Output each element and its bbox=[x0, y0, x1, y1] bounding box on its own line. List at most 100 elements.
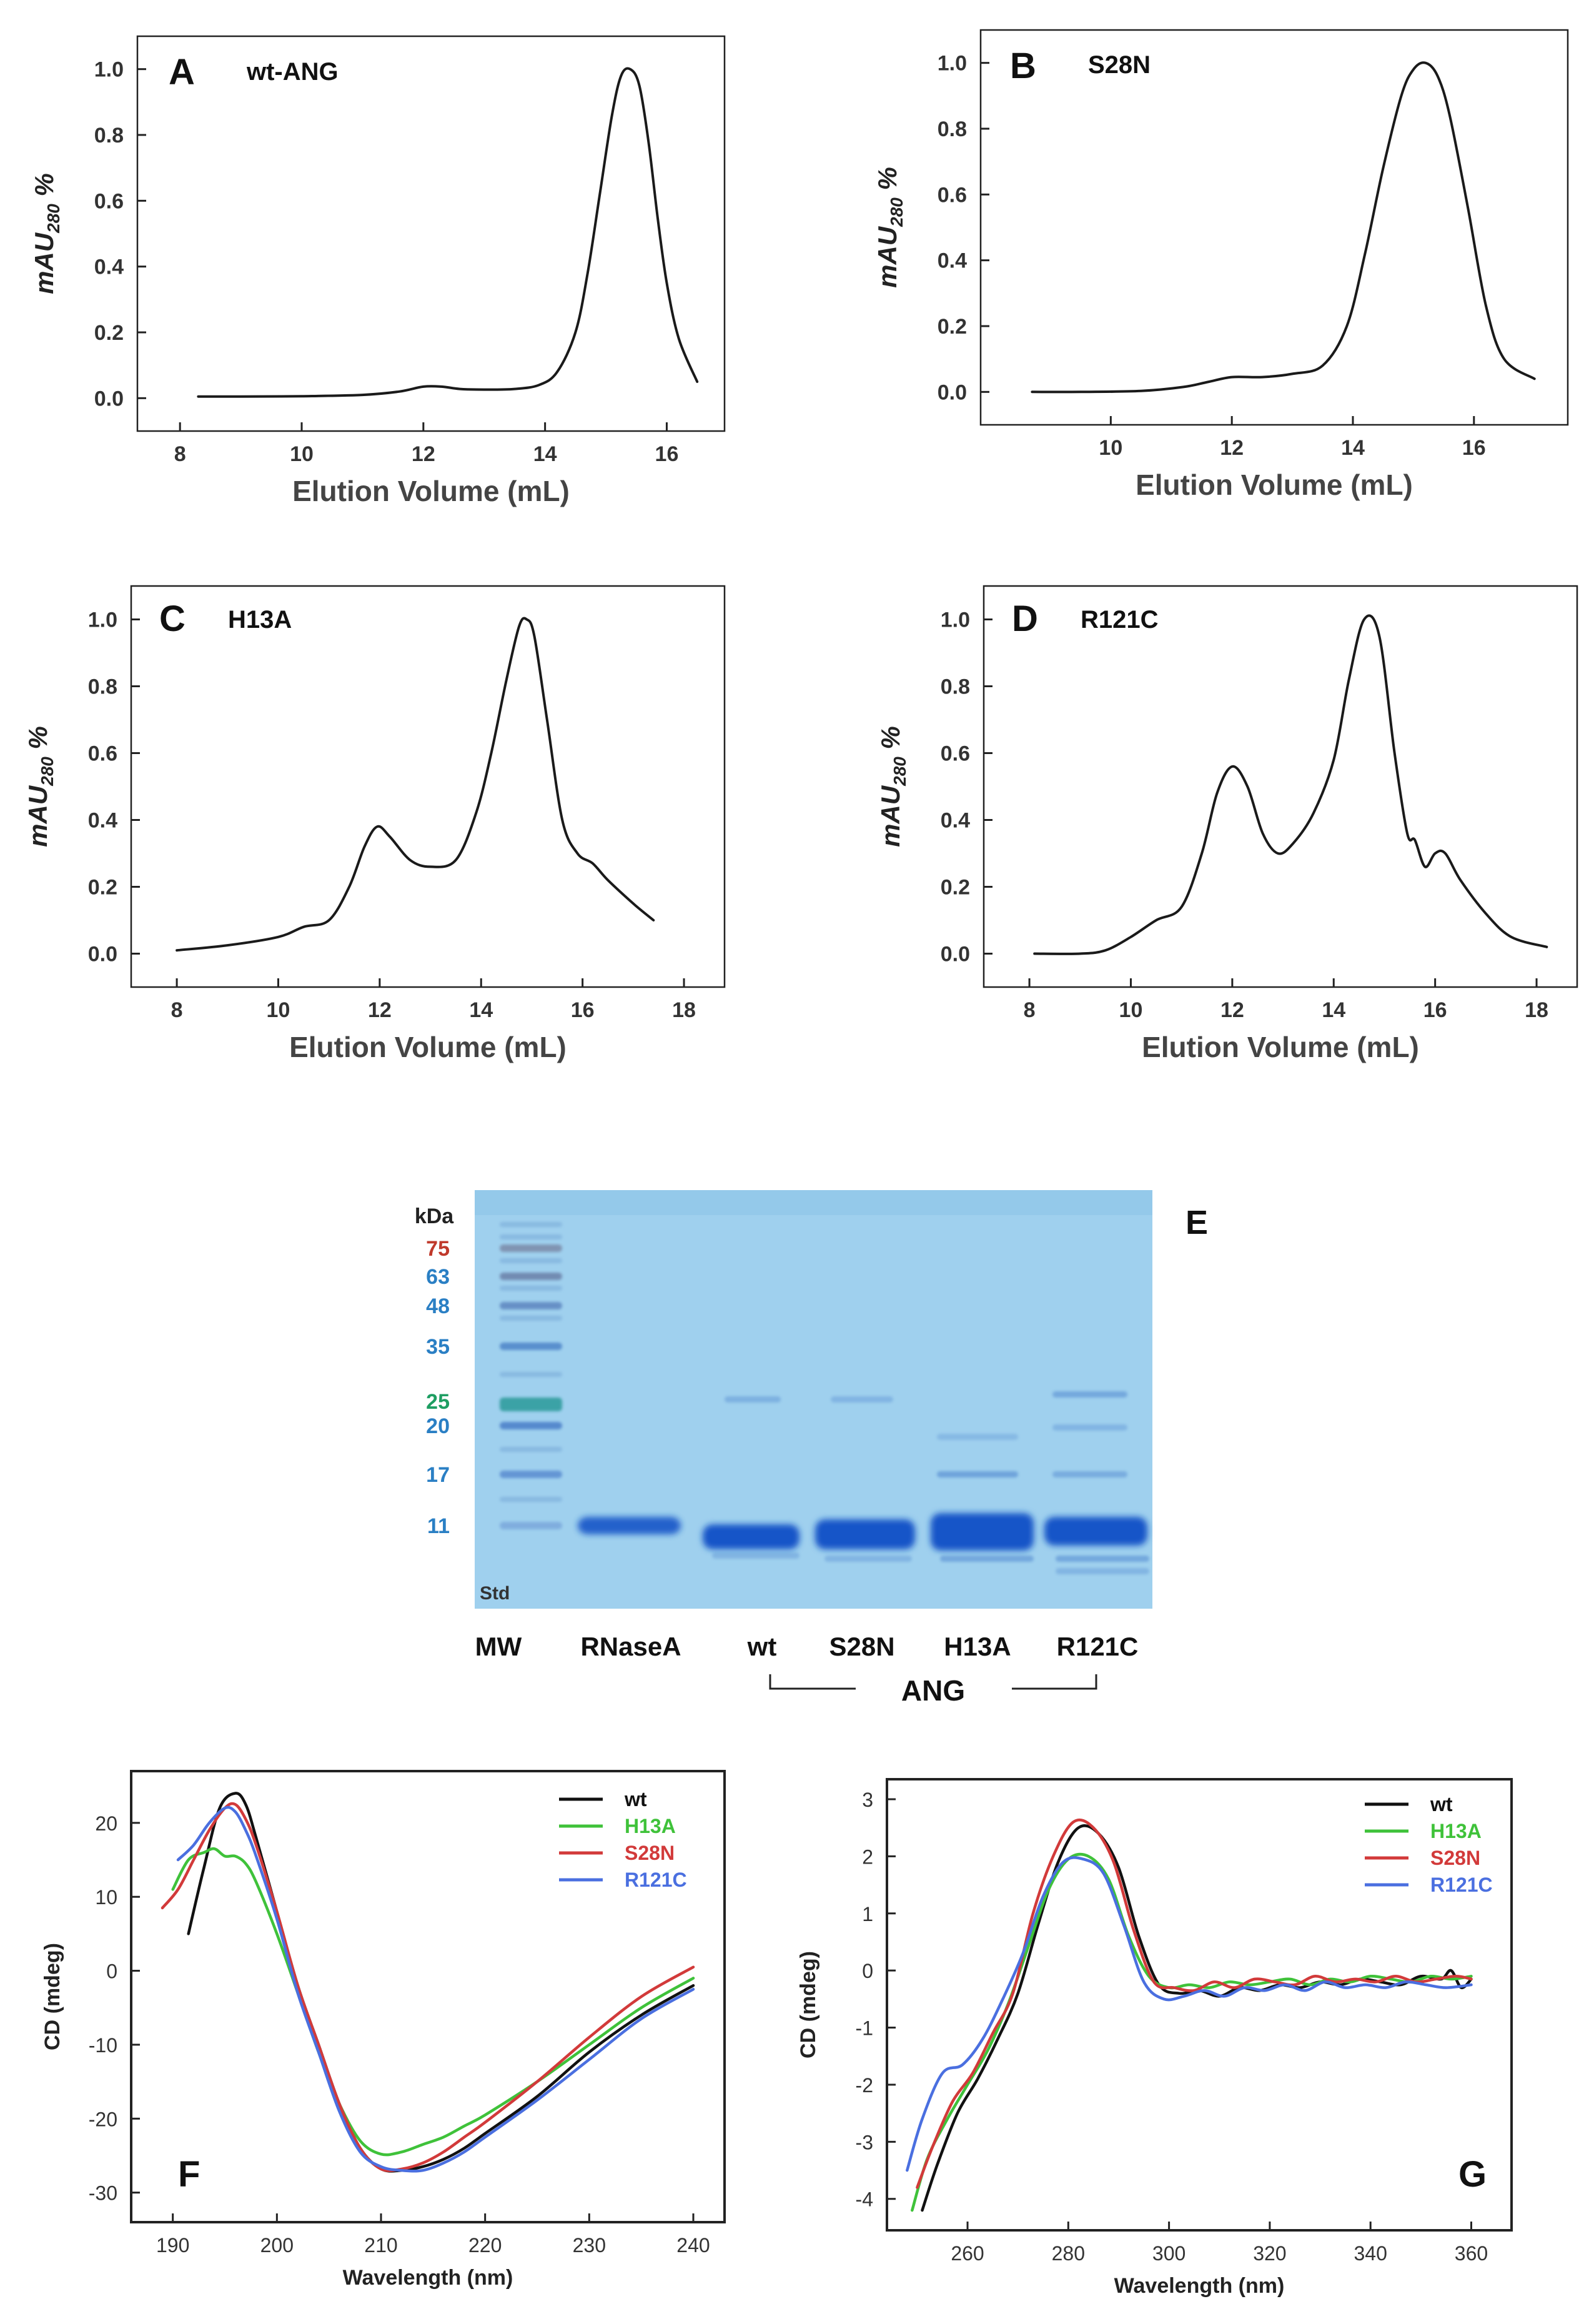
series-line-r121c bbox=[906, 1856, 1473, 2172]
gel-marker-label-11: 11 bbox=[427, 1514, 450, 1538]
x-axis-label: Wavelength (nm) bbox=[1114, 2274, 1285, 2298]
y-tick-label: 0.0 bbox=[938, 380, 967, 404]
legend-label-r121c: R121C bbox=[625, 1869, 687, 1891]
x-tick-label: 18 bbox=[672, 998, 696, 1022]
x-tick-label: 10 bbox=[1119, 998, 1143, 1022]
x-tick-label: 12 bbox=[412, 442, 435, 466]
y-tick-label: -2 bbox=[856, 2074, 873, 2097]
y-tick-label: 0.4 bbox=[938, 249, 967, 273]
y-axis-label-suffix: % bbox=[876, 726, 905, 757]
legend-label-wt: wt bbox=[1430, 1793, 1453, 1815]
lane-label-mw: MW bbox=[475, 1632, 522, 1661]
x-tick-label: 14 bbox=[533, 442, 557, 466]
faint-band bbox=[1056, 1556, 1149, 1562]
y-tick-label: 3 bbox=[862, 1789, 873, 1811]
legend-label-s28n: S28N bbox=[625, 1842, 675, 1864]
x-axis-label: Elution Volume (mL) bbox=[289, 1031, 567, 1063]
y-tick-label: -10 bbox=[89, 2034, 117, 2057]
legend-label-wt: wt bbox=[624, 1788, 647, 1810]
series-line-h13a bbox=[171, 1847, 695, 2157]
y-tick-label: 0.6 bbox=[941, 742, 970, 766]
legend-label-r121c: R121C bbox=[1430, 1874, 1493, 1896]
ladder-band-48 bbox=[500, 1302, 562, 1309]
y-tick-label: -1 bbox=[856, 2017, 873, 2040]
panel-label-c: C bbox=[159, 598, 186, 639]
gel-group-label: ANG bbox=[901, 1674, 965, 1707]
series-line-h13a bbox=[911, 1852, 1473, 2212]
y-axis-label-sub: 280 bbox=[890, 757, 909, 787]
lane-label-s28n: S28N bbox=[829, 1632, 894, 1661]
rnasea-band bbox=[578, 1517, 681, 1534]
x-tick-label: 16 bbox=[1462, 436, 1486, 460]
faint-band bbox=[940, 1556, 1034, 1562]
ladder-faint-band bbox=[500, 1234, 562, 1239]
gel-marker-label-35: 35 bbox=[426, 1335, 450, 1359]
x-tick-label: 230 bbox=[573, 2234, 606, 2257]
plot-frame bbox=[130, 585, 726, 988]
x-tick-label: 340 bbox=[1354, 2242, 1387, 2265]
y-tick-label: 2 bbox=[862, 1845, 873, 1868]
y-axis-label: mAU280 % bbox=[876, 726, 909, 847]
x-tick-label: 280 bbox=[1052, 2242, 1085, 2265]
panel-label-a: A bbox=[169, 52, 195, 92]
y-tick-label: 0.4 bbox=[941, 809, 970, 833]
ladder-faint-band bbox=[500, 1316, 562, 1321]
wt-main-band bbox=[703, 1524, 799, 1549]
ladder-band-25 bbox=[500, 1398, 562, 1411]
y-axis-label-sub: 280 bbox=[37, 757, 57, 787]
s28n-main-band bbox=[815, 1519, 915, 1549]
ladder-faint-band bbox=[500, 1447, 562, 1452]
y-tick-label: 0.8 bbox=[941, 675, 970, 699]
x-tick-label: 12 bbox=[1220, 998, 1244, 1022]
ladder-faint-band bbox=[500, 1286, 562, 1291]
y-axis-label-main: mAU bbox=[29, 232, 59, 294]
x-tick-label: 240 bbox=[676, 2234, 710, 2257]
x-axis-label: Elution Volume (mL) bbox=[1142, 1031, 1419, 1063]
y-tick-label: 1.0 bbox=[94, 58, 124, 82]
gel-marker-label-25: 25 bbox=[426, 1390, 450, 1414]
ladder-band-75 bbox=[500, 1244, 562, 1252]
ladder-faint-band bbox=[500, 1497, 562, 1502]
gel-top-shade bbox=[475, 1190, 1152, 1215]
y-tick-label: 0.8 bbox=[88, 675, 117, 699]
plot-frame bbox=[136, 35, 726, 432]
ladder-band-17 bbox=[500, 1471, 562, 1478]
y-tick-label: 0.2 bbox=[938, 315, 967, 339]
panel-title: H13A bbox=[228, 606, 292, 633]
legend-label-h13a: H13A bbox=[1430, 1820, 1482, 1842]
x-tick-label: 260 bbox=[951, 2242, 984, 2265]
faint-band bbox=[725, 1396, 781, 1403]
lane-label-r121c: R121C bbox=[1057, 1632, 1139, 1661]
y-tick-label: 0.2 bbox=[941, 876, 970, 900]
x-tick-label: 220 bbox=[468, 2234, 502, 2257]
faint-band bbox=[1056, 1568, 1149, 1574]
x-tick-label: 8 bbox=[174, 442, 186, 466]
x-tick-label: 190 bbox=[156, 2234, 189, 2257]
y-tick-label: 10 bbox=[95, 1886, 117, 1909]
ladder-band-35 bbox=[500, 1343, 562, 1350]
lane-label-h13a: H13A bbox=[944, 1632, 1011, 1661]
x-tick-label: 12 bbox=[368, 998, 392, 1022]
legend-label-s28n: S28N bbox=[1430, 1847, 1480, 1869]
plot-frame bbox=[983, 585, 1578, 988]
y-tick-label: 1.0 bbox=[938, 52, 967, 76]
y-tick-label: -4 bbox=[856, 2188, 873, 2211]
faint-band bbox=[824, 1556, 912, 1562]
faint-band bbox=[831, 1396, 893, 1403]
x-axis-label: Elution Volume (mL) bbox=[1136, 469, 1413, 501]
faint-band bbox=[1052, 1424, 1127, 1431]
gel-bands bbox=[500, 1222, 1149, 1574]
faint-band bbox=[1052, 1471, 1127, 1477]
y-axis-label: CD (mdeg) bbox=[796, 1951, 820, 2058]
ladder-band-20 bbox=[500, 1422, 562, 1429]
panel-label-b: B bbox=[1010, 46, 1036, 86]
plot-frame bbox=[886, 1778, 1513, 2232]
x-tick-label: 10 bbox=[267, 998, 290, 1022]
y-axis-label-sub: 280 bbox=[887, 197, 906, 227]
faint-band bbox=[1052, 1391, 1127, 1398]
gel-marker-label-48: 48 bbox=[426, 1294, 450, 1318]
panel-title: wt-ANG bbox=[246, 58, 339, 86]
